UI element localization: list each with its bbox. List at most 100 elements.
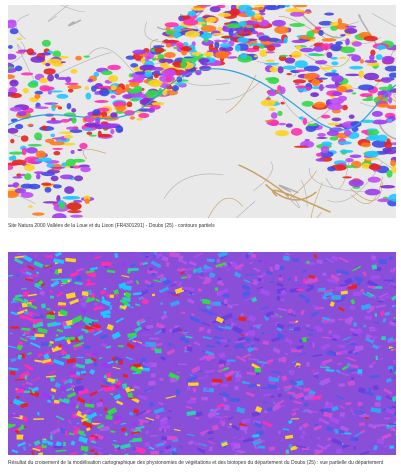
- habitat-patch: [296, 45, 301, 50]
- habitat-patch: [172, 85, 179, 91]
- habitat-patch: [269, 67, 277, 73]
- habitat-patch: [71, 117, 76, 124]
- landcover-patch: [90, 252, 94, 256]
- landcover-patch: [50, 435, 52, 440]
- landcover-patch: [65, 337, 75, 340]
- landcover-patch: [294, 327, 301, 331]
- landcover-patch: [358, 369, 363, 374]
- habitat-patch: [252, 7, 264, 10]
- habitat-patch: [206, 17, 216, 23]
- habitat-patch: [42, 40, 51, 47]
- habitat-patch: [152, 67, 164, 71]
- habitat-patch: [183, 56, 193, 58]
- habitat-patch: [24, 164, 35, 171]
- landcover-patch: [10, 422, 20, 424]
- habitat-patch: [366, 151, 379, 158]
- habitat-patch: [16, 51, 25, 54]
- habitat-patch: [212, 33, 224, 35]
- landcover-patch: [166, 262, 170, 267]
- habitat-patch: [85, 86, 89, 89]
- habitat-patch: [344, 130, 352, 136]
- habitat-patch: [135, 71, 146, 74]
- habitat-patch: [257, 19, 262, 22]
- habitat-patch: [365, 189, 381, 196]
- habitat-patch: [310, 92, 319, 97]
- habitat-patch: [306, 87, 311, 91]
- habitat-patch: [34, 171, 45, 174]
- habitat-patch: [352, 41, 362, 46]
- landcover-patch: [393, 317, 395, 319]
- landcover-patch: [76, 402, 81, 406]
- habitat-patch: [64, 186, 74, 194]
- habitat-patch: [300, 48, 315, 53]
- habitat-patch: [350, 155, 362, 158]
- habitat-patch: [243, 33, 250, 35]
- habitat-patch: [328, 123, 340, 126]
- landcover-patch: [187, 346, 193, 351]
- habitat-patch: [101, 70, 113, 75]
- habitat-patch: [173, 32, 182, 38]
- landcover-patch: [278, 394, 282, 398]
- habitat-patch: [345, 38, 349, 45]
- landcover-patch: [170, 378, 177, 383]
- landcover-patch: [216, 412, 224, 413]
- landcover-patch: [16, 396, 19, 399]
- landcover-patch: [269, 281, 274, 283]
- habitat-patch: [326, 52, 332, 58]
- habitat-patch: [327, 131, 339, 136]
- landcover-patch: [327, 437, 331, 440]
- landcover-patch: [375, 356, 377, 361]
- landcover-patch: [82, 291, 89, 296]
- landcover-patch: [177, 364, 187, 365]
- habitat-patch: [279, 123, 286, 126]
- habitat-patch: [15, 188, 26, 193]
- habitat-patch: [147, 56, 151, 59]
- habitat-patch: [283, 66, 297, 70]
- habitat-patch: [60, 174, 74, 179]
- habitat-patch: [137, 88, 142, 91]
- landcover-patch: [229, 398, 239, 402]
- landcover-patch: [350, 409, 353, 411]
- habitat-patch: [342, 105, 348, 111]
- habitat-patch: [295, 83, 300, 85]
- habitat-patch: [165, 22, 179, 27]
- habitat-patch: [145, 90, 160, 98]
- landcover-patch: [15, 305, 19, 307]
- habitat-patch: [130, 99, 140, 102]
- habitat-patch: [251, 31, 258, 35]
- habitat-patch: [191, 52, 202, 56]
- habitat-patch: [30, 56, 45, 63]
- habitat-patch: [330, 44, 342, 51]
- habitat-patch: [100, 123, 116, 129]
- habitat-patch: [279, 55, 288, 57]
- landcover-patch: [235, 377, 240, 381]
- habitat-patch: [291, 128, 303, 136]
- habitat-patch: [86, 93, 92, 100]
- landcover-patch: [162, 328, 166, 333]
- habitat-patch: [21, 72, 34, 75]
- habitat-patch: [28, 144, 42, 147]
- landcover-patch: [150, 451, 159, 455]
- habitat-patch: [22, 148, 27, 155]
- habitat-patch: [110, 95, 115, 98]
- habitat-patch: [8, 45, 13, 49]
- habitat-patch: [316, 78, 328, 80]
- habitat-patch: [71, 108, 76, 112]
- habitat-patch: [384, 141, 392, 148]
- habitat-patch: [342, 176, 352, 178]
- landcover-patch: [107, 373, 112, 378]
- landcover-patch: [57, 421, 59, 422]
- landcover-patch: [246, 254, 249, 259]
- landcover-patch: [191, 405, 196, 407]
- landcover-patch: [264, 261, 267, 264]
- landcover-patch: [335, 287, 346, 291]
- landcover-patch: [89, 363, 94, 365]
- habitat-patch: [80, 166, 91, 172]
- habitat-patch: [70, 215, 83, 218]
- habitat-patch: [10, 107, 22, 112]
- habitat-patch: [108, 75, 118, 82]
- habitat-patch: [94, 72, 100, 77]
- landcover-patch: [10, 371, 16, 375]
- habitat-patch: [115, 105, 126, 111]
- habitat-patch: [39, 85, 50, 91]
